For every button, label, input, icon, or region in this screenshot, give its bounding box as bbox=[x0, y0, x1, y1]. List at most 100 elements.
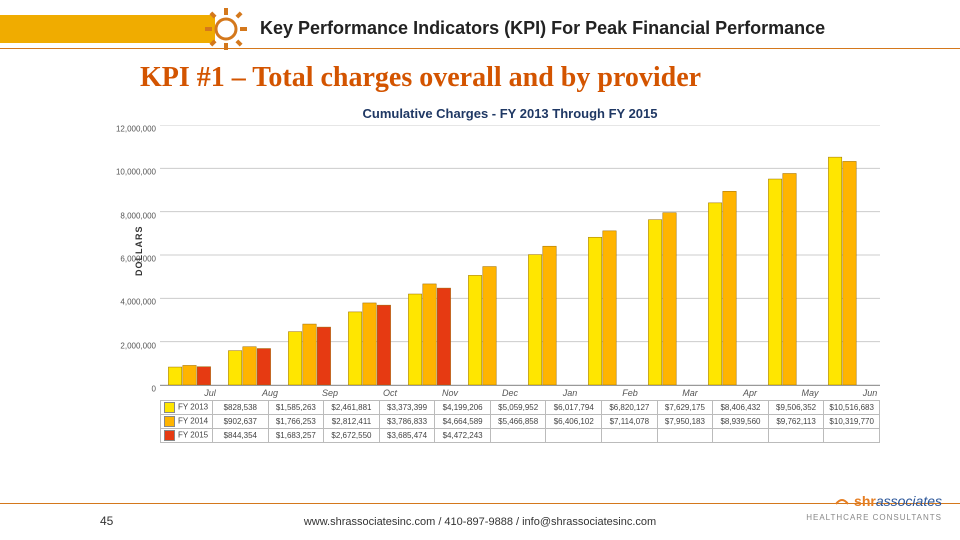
chart-bar bbox=[483, 267, 496, 385]
cumulative-charges-chart: Cumulative Charges - FY 2013 Through FY … bbox=[140, 106, 880, 476]
company-logo-subtitle: HEALTHCARE CONSULTANTS bbox=[806, 513, 942, 522]
chart-bar bbox=[663, 213, 676, 385]
y-axis-label: DOLLARS bbox=[134, 226, 144, 277]
table-cell: $6,406,102 bbox=[546, 415, 602, 429]
table-cell: $6,820,127 bbox=[602, 401, 658, 415]
x-tick-label: Apr bbox=[743, 388, 757, 398]
legend-swatch-cell: FY 2014 bbox=[161, 415, 213, 429]
legend-swatch-cell: FY 2015 bbox=[161, 429, 213, 443]
table-cell bbox=[713, 429, 769, 443]
x-tick-label: Oct bbox=[383, 388, 397, 398]
chart-bar bbox=[257, 349, 270, 385]
chart-bar bbox=[288, 332, 301, 385]
chart-bar bbox=[588, 237, 601, 385]
y-tick-label: 6,000,000 bbox=[104, 255, 156, 264]
table-cell: $3,786,833 bbox=[379, 415, 435, 429]
table-cell: $7,950,183 bbox=[657, 415, 713, 429]
chart-bar bbox=[183, 365, 196, 385]
series-name: FY 2013 bbox=[178, 403, 208, 412]
chart-bar bbox=[603, 231, 616, 385]
table-cell: $7,629,175 bbox=[657, 401, 713, 415]
y-tick-label: 8,000,000 bbox=[104, 211, 156, 220]
kpi-subtitle: KPI #1 – Total charges overall and by pr… bbox=[140, 62, 701, 94]
chart-bar bbox=[768, 179, 781, 385]
x-tick-label: Aug bbox=[262, 388, 278, 398]
table-cell: $2,461,881 bbox=[324, 401, 380, 415]
table-cell: $5,059,952 bbox=[490, 401, 546, 415]
table-cell: $4,199,206 bbox=[435, 401, 491, 415]
page-title: Key Performance Indicators (KPI) For Pea… bbox=[260, 18, 825, 39]
table-cell: $9,762,113 bbox=[768, 415, 824, 429]
table-cell: $902,637 bbox=[213, 415, 269, 429]
table-cell bbox=[657, 429, 713, 443]
x-tick-label: Dec bbox=[502, 388, 518, 398]
chart-bar bbox=[197, 367, 210, 385]
chart-bar bbox=[708, 203, 721, 385]
table-cell: $4,472,243 bbox=[435, 429, 491, 443]
table-cell: $10,516,683 bbox=[824, 401, 880, 415]
chart-plot-area: 02,000,0004,000,0006,000,0008,000,00010,… bbox=[160, 125, 880, 386]
table-row: FY 2015 $844,354$1,683,257$2,672,550$3,68… bbox=[161, 429, 880, 443]
chart-bar bbox=[377, 305, 390, 385]
chart-bar bbox=[348, 312, 361, 385]
chart-bar bbox=[783, 173, 796, 385]
table-cell: $4,664,589 bbox=[435, 415, 491, 429]
x-axis-labels: JulAugSepOctNovDecJanFebMarAprMayJun bbox=[160, 386, 880, 400]
table-row: FY 2013$828,538$1,585,263$2,461,881$3,37… bbox=[161, 401, 880, 415]
x-tick-label: May bbox=[801, 388, 818, 398]
footer-divider bbox=[0, 503, 960, 504]
series-name: FY 2014 bbox=[178, 417, 208, 426]
chart-bar bbox=[468, 275, 481, 385]
chart-bar bbox=[243, 347, 256, 385]
table-cell: $10,319,770 bbox=[824, 415, 880, 429]
table-cell bbox=[546, 429, 602, 443]
chart-bar bbox=[423, 284, 436, 385]
x-tick-label: Jan bbox=[563, 388, 578, 398]
chart-bar bbox=[303, 324, 316, 385]
y-tick-label: 0 bbox=[104, 385, 156, 394]
chart-bar bbox=[543, 246, 556, 385]
table-cell bbox=[824, 429, 880, 443]
table-cell: $1,585,263 bbox=[268, 401, 324, 415]
y-tick-label: 10,000,000 bbox=[104, 168, 156, 177]
table-cell: $2,672,550 bbox=[324, 429, 380, 443]
table-cell: $844,354 bbox=[213, 429, 269, 443]
table-cell: $6,017,794 bbox=[546, 401, 602, 415]
chart-bar bbox=[843, 161, 856, 385]
chart-bar bbox=[437, 288, 450, 385]
table-cell bbox=[768, 429, 824, 443]
chart-bar bbox=[168, 367, 181, 385]
table-cell: $3,373,399 bbox=[379, 401, 435, 415]
y-tick-label: 12,000,000 bbox=[104, 125, 156, 134]
logo-text-bold: shr bbox=[854, 493, 876, 509]
x-tick-label: Sep bbox=[322, 388, 338, 398]
logo-text-light: associates bbox=[876, 493, 942, 509]
company-logo: shrassociates bbox=[834, 493, 942, 510]
y-tick-label: 4,000,000 bbox=[104, 298, 156, 307]
table-cell: $1,766,253 bbox=[268, 415, 324, 429]
chart-bar bbox=[228, 351, 241, 385]
chart-bar bbox=[408, 294, 421, 385]
table-cell: $1,683,257 bbox=[268, 429, 324, 443]
table-cell: $8,406,432 bbox=[713, 401, 769, 415]
table-cell: $8,939,560 bbox=[713, 415, 769, 429]
chart-bar bbox=[528, 255, 541, 385]
header-accent-bar bbox=[0, 15, 215, 43]
table-cell: $2,812,411 bbox=[324, 415, 380, 429]
table-cell bbox=[602, 429, 658, 443]
chart-bar bbox=[648, 220, 661, 385]
x-tick-label: Mar bbox=[682, 388, 698, 398]
table-cell: $3,685,474 bbox=[379, 429, 435, 443]
chart-bar bbox=[723, 191, 736, 385]
chart-bar bbox=[317, 327, 330, 385]
series-name: FY 2015 bbox=[178, 431, 208, 440]
x-tick-label: Jun bbox=[863, 388, 878, 398]
chart-bar bbox=[828, 157, 841, 385]
x-tick-label: Feb bbox=[622, 388, 638, 398]
chart-data-table: FY 2013$828,538$1,585,263$2,461,881$3,37… bbox=[160, 400, 880, 443]
y-tick-label: 2,000,000 bbox=[104, 341, 156, 350]
legend-swatch-cell: FY 2013 bbox=[161, 401, 213, 415]
table-cell: $9,506,352 bbox=[768, 401, 824, 415]
x-tick-label: Nov bbox=[442, 388, 458, 398]
table-cell: $5,466,858 bbox=[490, 415, 546, 429]
